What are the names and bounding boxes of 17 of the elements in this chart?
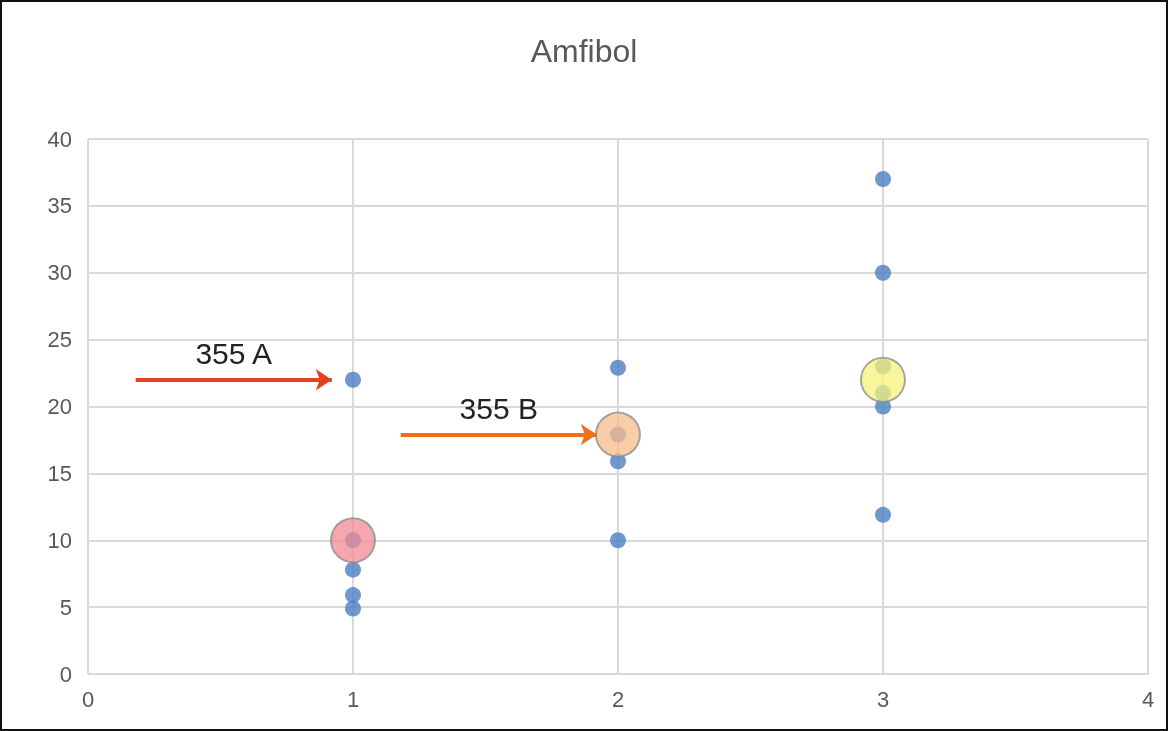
annotation: 355 A	[195, 337, 273, 371]
y-tick-label: 40	[47, 126, 72, 152]
y-tick-label: 20	[47, 394, 72, 419]
y-tick-label: 10	[47, 527, 72, 553]
y-tick-label: 15	[47, 460, 72, 486]
x-tick-label: 1	[346, 686, 360, 712]
chart-title: Amfibol	[530, 33, 638, 69]
y-tick-label: 30	[47, 260, 72, 286]
y-tick-label: 35	[47, 193, 72, 219]
y-tick-label: 0	[59, 661, 72, 687]
x-tick-label: 3	[876, 686, 890, 712]
x-tick-label: 0	[81, 686, 95, 712]
x-tick-label: 4	[1141, 686, 1155, 712]
x-tick-label: 2	[611, 686, 625, 712]
y-tick-label: 25	[47, 327, 72, 353]
annotation: 355 B	[459, 392, 538, 426]
y-tick-label: 5	[59, 594, 72, 620]
